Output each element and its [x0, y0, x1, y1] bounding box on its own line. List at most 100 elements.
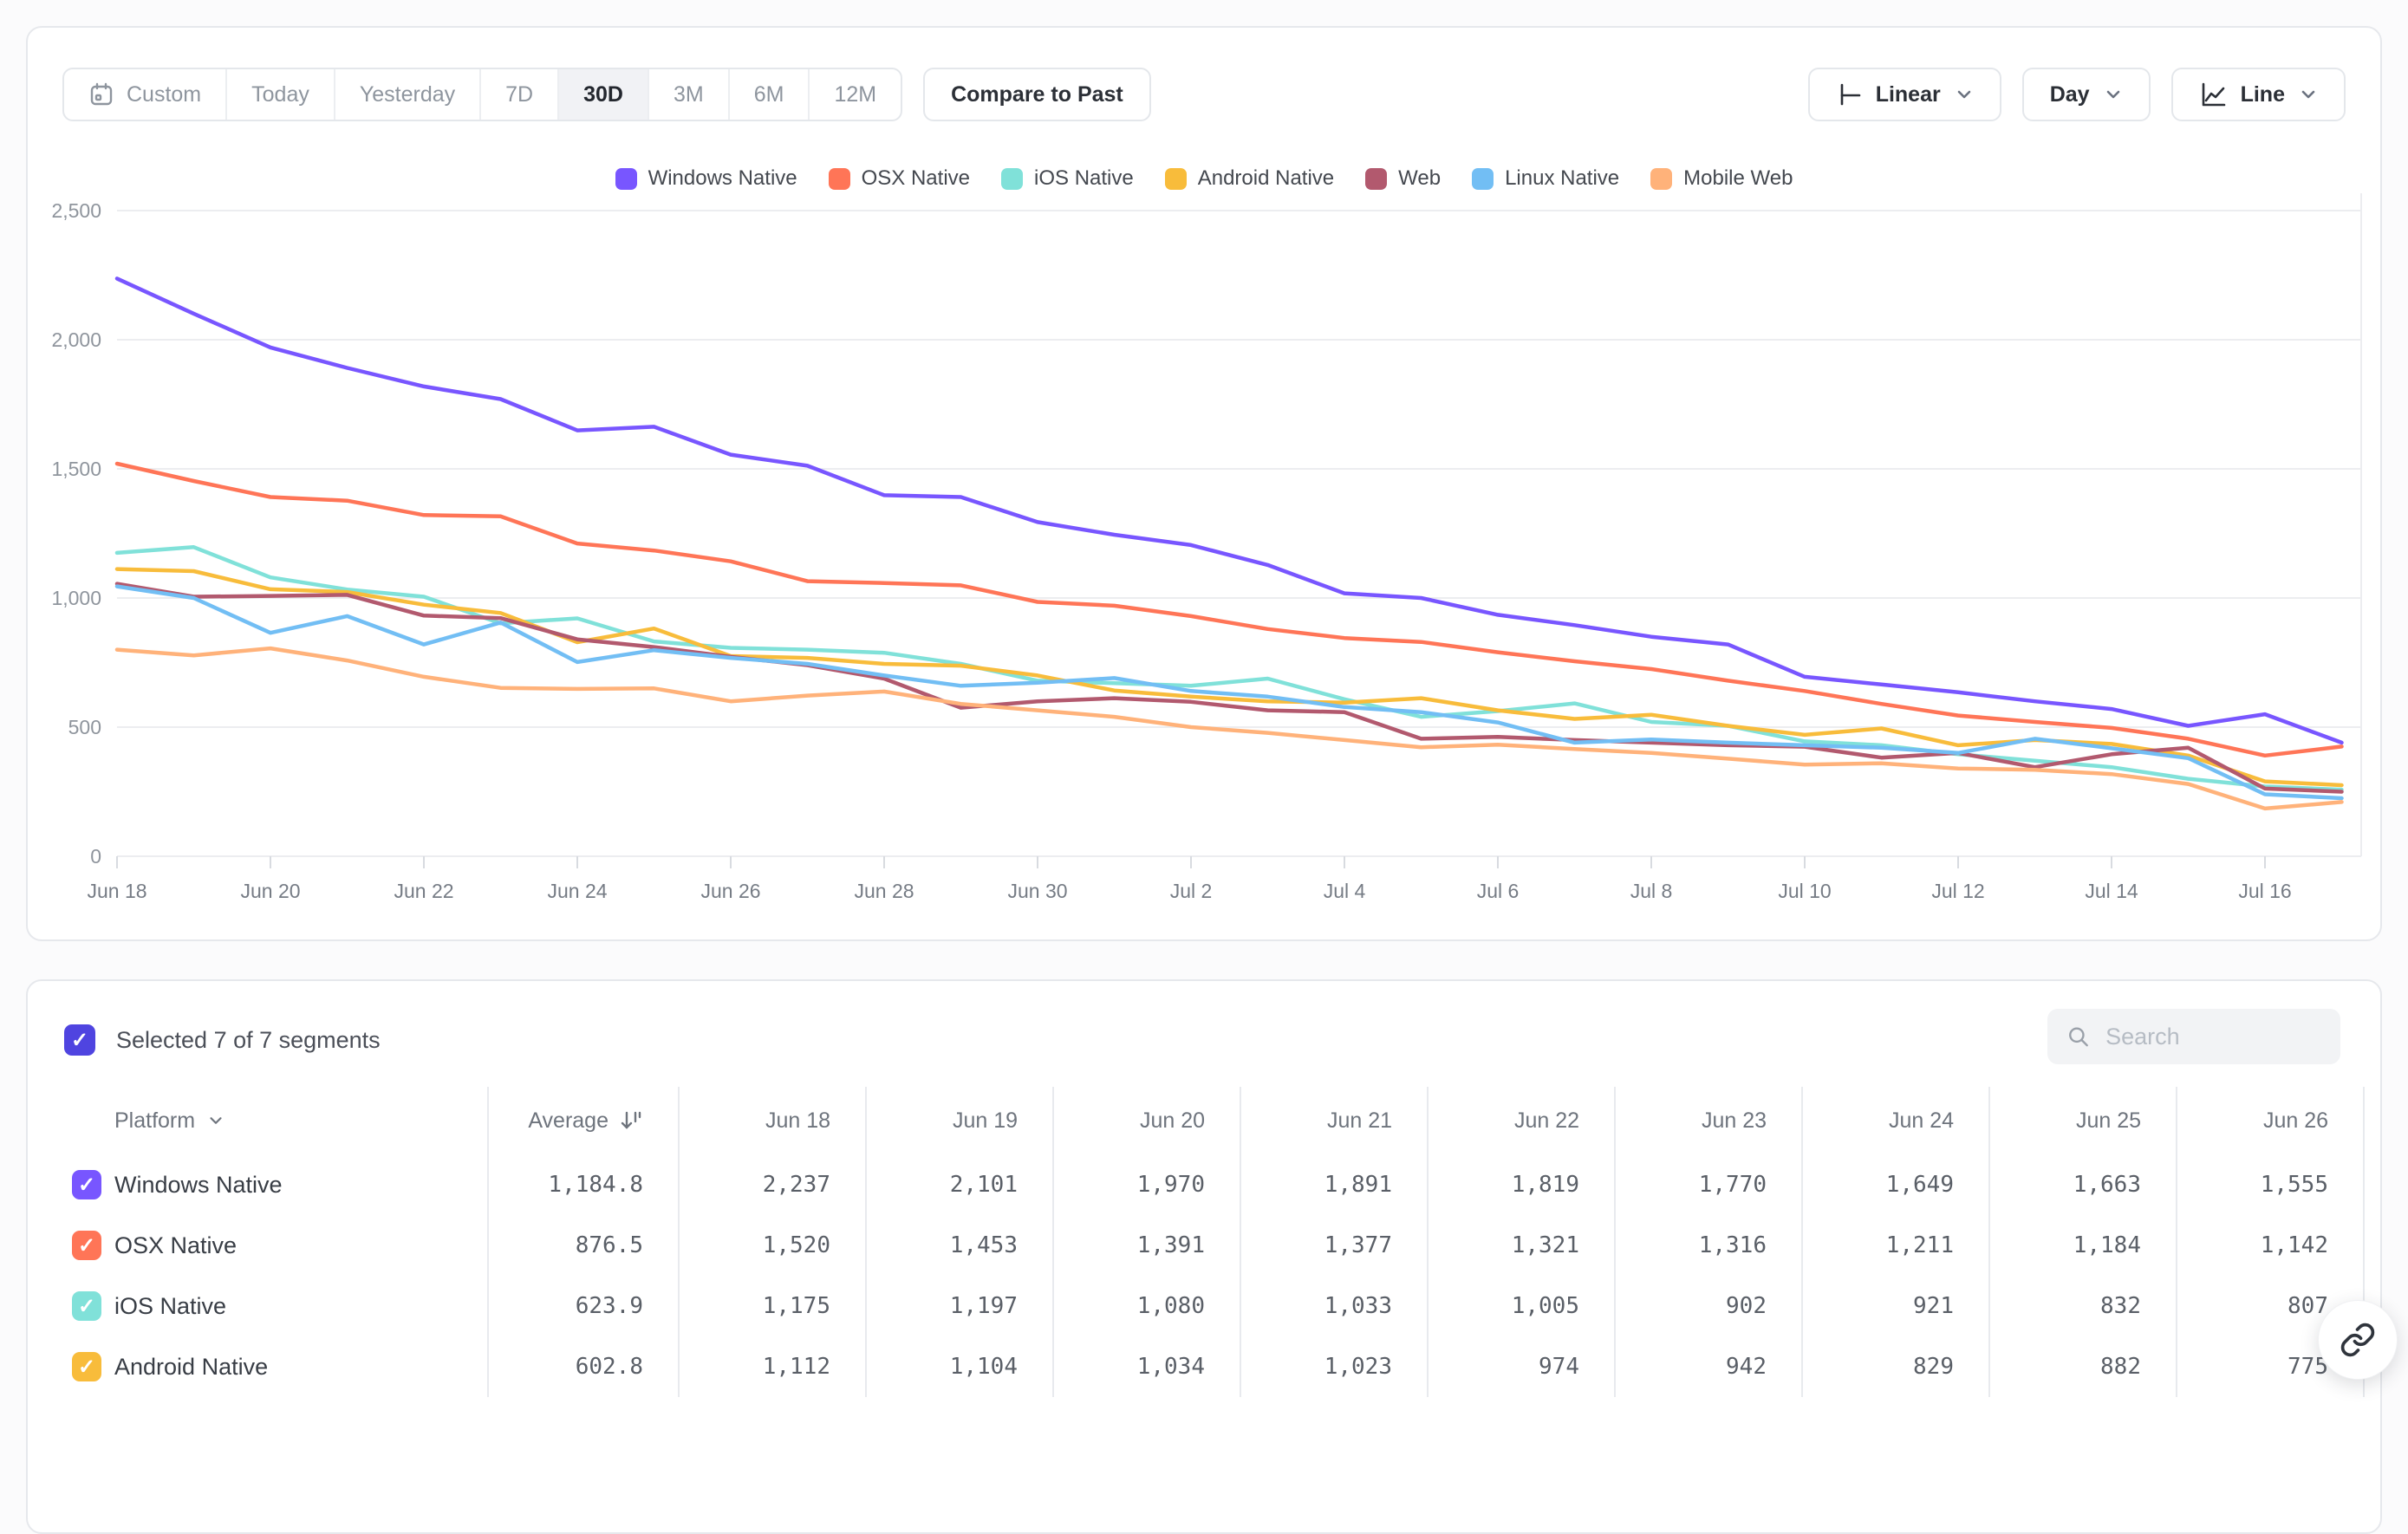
date-value: 1,211: [1801, 1215, 1988, 1276]
average-value: 602.8: [487, 1336, 678, 1397]
scale-dropdown[interactable]: Linear: [1807, 68, 2001, 121]
range-custom[interactable]: Custom: [64, 69, 228, 120]
search-icon: [2069, 1027, 2088, 1047]
y-axis-tick-label: 1,000: [51, 587, 101, 609]
series-line-ios-native[interactable]: [114, 545, 2344, 792]
series-line-web[interactable]: [114, 582, 2344, 794]
chart-type-dropdown[interactable]: Line: [2170, 68, 2346, 121]
clipped-value: [2363, 1215, 2384, 1276]
chevron-down-icon: [210, 1117, 222, 1124]
segment-name: Windows Native: [114, 1171, 283, 1198]
date-value: 775: [2176, 1336, 2363, 1397]
average-column-header[interactable]: Average: [487, 1087, 678, 1154]
segment-checkbox-osx-native[interactable]: ✓: [72, 1231, 101, 1260]
chart-legend: Windows Native OSX Native iOS Native Androi…: [28, 166, 2380, 191]
series-line-osx-native[interactable]: [114, 461, 2344, 758]
legend-label: Android Native: [1197, 166, 1335, 190]
segment-name: OSX Native: [114, 1232, 238, 1258]
date-value: 1,316: [1614, 1215, 1801, 1276]
chevron-down-icon: [2106, 90, 2119, 99]
interval-dropdown[interactable]: Day: [2021, 68, 2151, 121]
date-value: 1,970: [1052, 1154, 1240, 1215]
x-axis-tick-label: Jun 28: [854, 880, 914, 902]
date-value: 1,033: [1240, 1276, 1427, 1336]
date-value: 807: [2176, 1276, 2363, 1336]
chart-type-dropdown-label: Line: [2240, 81, 2285, 107]
average-header-label: Average: [528, 1108, 609, 1133]
date-range-segmented-control: Custom Today Yesterday 7D 30D 3M 6M 12M: [62, 68, 903, 121]
date-value: 1,649: [1801, 1154, 1988, 1215]
series-line-windows-native[interactable]: [114, 276, 2344, 745]
date-value: 1,197: [865, 1276, 1052, 1336]
legend-swatch: [1365, 167, 1388, 190]
segment-checkbox-windows-native[interactable]: ✓: [72, 1170, 101, 1199]
date-value: 2,101: [865, 1154, 1052, 1215]
segments-summary: ✓ Selected 7 of 7 segments: [64, 1024, 381, 1056]
legend-item[interactable]: Windows Native: [615, 166, 797, 191]
segments-table: Platform Average Jun 18 Jun 19 Jun 20 Jun 21 J…: [59, 1087, 2384, 1397]
series-line-linux-native[interactable]: [114, 584, 2344, 801]
segment-name: Android Native: [114, 1353, 269, 1380]
date-value: 1,377: [1240, 1215, 1427, 1276]
average-value: 1,184.8: [487, 1154, 678, 1215]
legend-swatch: [1001, 167, 1024, 190]
series-line-android-native[interactable]: [114, 567, 2344, 788]
legend-item[interactable]: OSX Native: [828, 166, 971, 191]
row-checkbox-cell: ✓: [59, 1154, 114, 1215]
range-label: Today: [251, 81, 309, 107]
select-all-checkbox[interactable]: ✓: [64, 1024, 95, 1056]
y-axis-tick-label: 2,500: [51, 199, 101, 222]
x-axis-tick-label: Jul 8: [1630, 880, 1673, 902]
search-input[interactable]: [2105, 1023, 2321, 1050]
x-axis-tick-label: Jun 18: [87, 880, 146, 902]
row-checkbox-cell: ✓: [59, 1215, 114, 1276]
x-axis-tick-label: Jun 30: [1007, 880, 1067, 902]
x-axis-tick-label: Jul 6: [1477, 880, 1520, 902]
range-7d[interactable]: 7D: [481, 69, 560, 120]
legend-item[interactable]: Android Native: [1164, 166, 1335, 191]
segment-checkbox-ios-native[interactable]: ✓: [72, 1291, 101, 1321]
date-value: 882: [1988, 1336, 2176, 1397]
legend-item[interactable]: Linux Native: [1472, 166, 1619, 191]
line-chart[interactable]: 0 500 1,000 1,500 2,000 2,500 Jun 18 Jun 20 Jun …: [28, 28, 2384, 936]
segment-checkbox-android-native[interactable]: ✓: [72, 1352, 101, 1381]
date-value: 1,023: [1240, 1336, 1427, 1397]
x-axis-tick-label: Jul 14: [2085, 880, 2138, 902]
range-30d[interactable]: 30D: [559, 69, 649, 120]
legend-label: Linux Native: [1505, 166, 1620, 190]
date-column-header: Jun 20: [1052, 1087, 1240, 1154]
range-6m[interactable]: 6M: [730, 69, 810, 120]
x-axis-tick-label: Jul 16: [2238, 880, 2291, 902]
date-column-header: Jun 21: [1240, 1087, 1427, 1154]
range-label: 12M: [834, 81, 877, 107]
legend-item[interactable]: iOS Native: [1001, 166, 1134, 191]
legend-item[interactable]: Web: [1365, 166, 1441, 191]
legend-label: iOS Native: [1034, 166, 1134, 190]
range-yesterday[interactable]: Yesterday: [335, 69, 482, 120]
share-link-button[interactable]: [2318, 1300, 2398, 1380]
legend-swatch: [1650, 167, 1673, 190]
range-today[interactable]: Today: [227, 69, 335, 120]
y-axis-tick-label: 0: [90, 845, 101, 868]
date-value: 1,005: [1427, 1276, 1614, 1336]
date-value: 1,142: [2176, 1215, 2363, 1276]
header-spacer: [59, 1087, 114, 1154]
date-column-header: Jun 25: [1988, 1087, 2176, 1154]
date-value: 829: [1801, 1336, 1988, 1397]
y-axis-tick-label: 2,000: [51, 328, 101, 351]
date-value: 902: [1614, 1276, 1801, 1336]
legend-label: OSX Native: [861, 166, 971, 190]
legend-item[interactable]: Mobile Web: [1650, 166, 1793, 191]
chart-card: Custom Today Yesterday 7D 30D 3M 6M 12M Compare…: [26, 26, 2382, 941]
range-12m[interactable]: 12M: [810, 69, 901, 120]
date-column-header: Jun 24: [1801, 1087, 1988, 1154]
date-value: 1,819: [1427, 1154, 1614, 1215]
range-label: Yesterday: [359, 81, 456, 107]
date-value: 1,391: [1052, 1215, 1240, 1276]
platform-column-header[interactable]: Platform: [114, 1087, 487, 1154]
range-3m[interactable]: 3M: [649, 69, 730, 120]
calendar-icon: [90, 82, 113, 106]
series-line-mobile-web[interactable]: [114, 646, 2344, 811]
segment-search: [2047, 1009, 2340, 1064]
compare-to-past-button[interactable]: Compare to Past: [923, 68, 1151, 121]
